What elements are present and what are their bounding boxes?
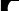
Polygon shape xyxy=(2,0,19,11)
Polygon shape xyxy=(3,0,19,11)
Polygon shape xyxy=(0,0,15,11)
Bar xyxy=(0,0,14,11)
Bar xyxy=(0,0,16,11)
Polygon shape xyxy=(0,0,17,11)
Polygon shape xyxy=(0,0,18,11)
Polygon shape xyxy=(1,0,19,11)
Polygon shape xyxy=(0,0,16,11)
Bar xyxy=(0,0,15,11)
Polygon shape xyxy=(4,0,19,11)
